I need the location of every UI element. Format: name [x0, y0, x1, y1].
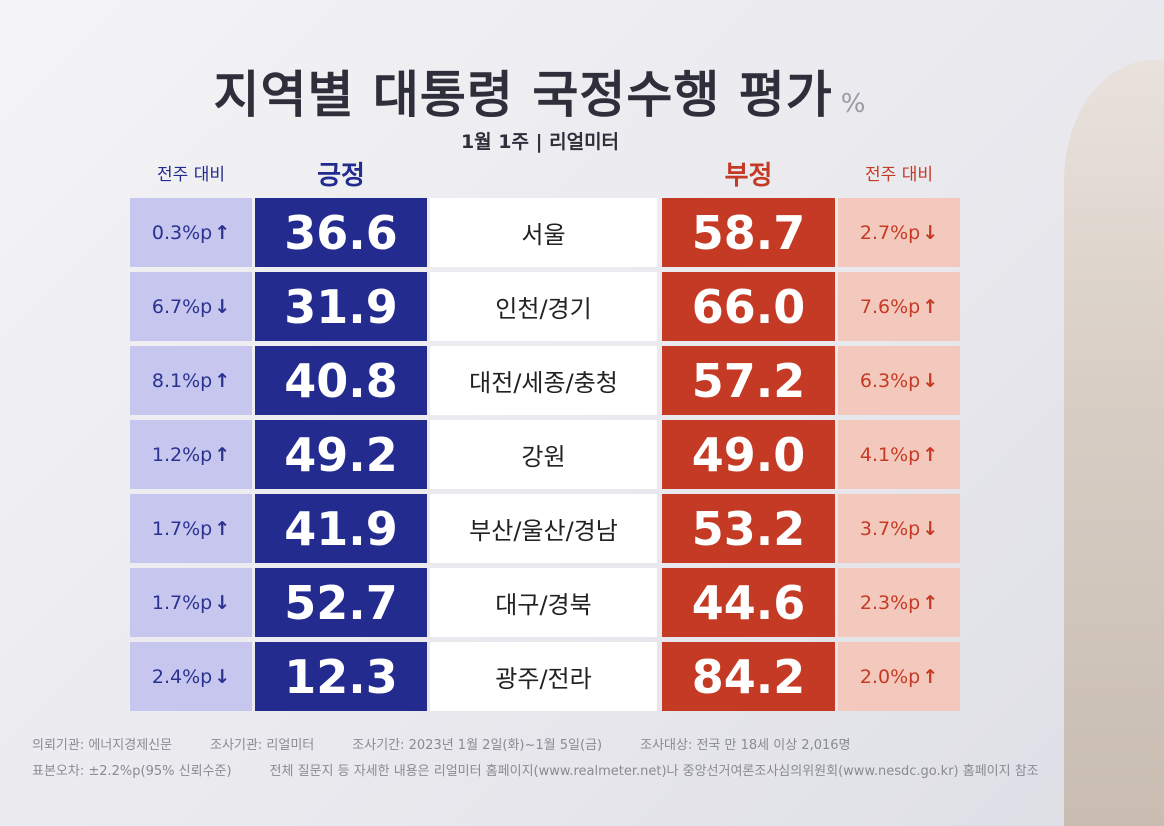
positive-value-cell: 12.3: [255, 642, 427, 711]
arrow-down-icon: ↓: [922, 221, 939, 244]
positive-change-cell: 1.2%p ↑: [130, 420, 252, 489]
region-cell: 대전/세종/충청: [430, 346, 657, 415]
positive-change-cell: 6.7%p ↓: [130, 272, 252, 341]
negative-change-cell: 6.3%p ↓: [838, 346, 960, 415]
arrow-up-icon: ↑: [922, 591, 939, 614]
title-text: 지역별 대통령 국정수행 평가: [213, 66, 833, 124]
header-neg-change: 전주 대비: [865, 165, 933, 185]
region-cell: 광주/전라: [430, 642, 657, 711]
negative-value-cell: 44.6: [662, 568, 835, 637]
arrow-up-icon: ↑: [922, 665, 939, 688]
header-positive: 긍정: [317, 161, 365, 191]
footer-line-1: 의뢰기관: 에너지경제신문 조사기관: 리얼미터 조사기간: 2023년 1월 2일…: [32, 734, 888, 753]
positive-change-cell-value: 2.4%p: [151, 665, 213, 688]
arrow-up-icon: ↑: [214, 369, 231, 392]
negative-change-cell: 2.0%p ↑: [838, 642, 960, 711]
positive-change-cell-value: 8.1%p: [151, 369, 213, 392]
negative-change-cell-value: 2.7%p: [859, 221, 921, 244]
positive-value-cell: 52.7: [255, 568, 427, 637]
negative-change-cell: 2.3%p ↑: [838, 568, 960, 637]
region-cell: 강원: [430, 420, 657, 489]
footer-target: 조사대상: 전국 만 18세 이상 2,016명: [640, 738, 851, 753]
positive-change-cell-value: 6.7%p: [151, 295, 213, 318]
negative-value-cell: 58.7: [662, 198, 835, 267]
arrow-up-icon: ↑: [922, 443, 939, 466]
positive-value-cell: 31.9: [255, 272, 427, 341]
person-photo: [1064, 60, 1164, 826]
region-cell: 부산/울산/경남: [430, 494, 657, 563]
region-cell: 대구/경북: [430, 568, 657, 637]
positive-change-cell-value: 1.7%p: [151, 591, 213, 614]
positive-change-cell: 8.1%p ↑: [130, 346, 252, 415]
title-unit: %: [840, 89, 867, 119]
page-title: 지역별 대통령 국정수행 평가%: [0, 55, 1080, 127]
subtitle: 1월 1주 | 리얼미터: [460, 131, 620, 153]
footer-agency: 조사기관: 리얼미터: [210, 738, 315, 753]
positive-change-cell-value: 1.7%p: [151, 517, 213, 540]
header-pos-change: 전주 대비: [157, 165, 225, 185]
negative-change-cell-value: 2.0%p: [859, 665, 921, 688]
negative-change-cell-value: 7.6%p: [859, 295, 921, 318]
positive-change-cell: 0.3%p ↑: [130, 198, 252, 267]
negative-change-cell-value: 4.1%p: [859, 443, 921, 466]
negative-change-cell-value: 2.3%p: [859, 591, 921, 614]
arrow-up-icon: ↑: [214, 443, 231, 466]
positive-change-cell-value: 0.3%p: [151, 221, 213, 244]
arrow-down-icon: ↓: [214, 591, 231, 614]
footer-line-2: 표본오차: ±2.2%p(95% 신뢰수준) 전체 질문지 등 자세한 내용은 리…: [32, 760, 1039, 779]
positive-value-cell: 36.6: [255, 198, 427, 267]
negative-value-cell: 49.0: [662, 420, 835, 489]
negative-change-cell: 7.6%p ↑: [838, 272, 960, 341]
positive-value-cell: 41.9: [255, 494, 427, 563]
arrow-down-icon: ↓: [922, 369, 939, 392]
footer-note: 전체 질문지 등 자세한 내용은 리얼미터 홈페이지(www.realmeter…: [269, 764, 1039, 779]
header-negative: 부정: [724, 161, 773, 191]
arrow-down-icon: ↓: [922, 517, 939, 540]
negative-value-cell: 66.0: [662, 272, 835, 341]
footer-period: 조사기간: 2023년 1월 2일(화)~1월 5일(금): [352, 738, 603, 753]
positive-value-cell: 49.2: [255, 420, 427, 489]
negative-value-cell: 53.2: [662, 494, 835, 563]
positive-change-cell: 1.7%p ↓: [130, 568, 252, 637]
negative-change-cell: 2.7%p ↓: [838, 198, 960, 267]
positive-change-cell: 2.4%p ↓: [130, 642, 252, 711]
arrow-down-icon: ↓: [214, 295, 231, 318]
arrow-up-icon: ↑: [922, 295, 939, 318]
negative-value-cell: 84.2: [662, 642, 835, 711]
positive-change-cell-value: 1.2%p: [151, 443, 213, 466]
positive-change-cell: 1.7%p ↑: [130, 494, 252, 563]
negative-change-cell: 4.1%p ↑: [838, 420, 960, 489]
negative-change-cell-value: 3.7%p: [859, 517, 921, 540]
region-cell: 인천/경기: [430, 272, 657, 341]
arrow-up-icon: ↑: [214, 221, 231, 244]
negative-change-cell-value: 6.3%p: [859, 369, 921, 392]
negative-change-cell: 3.7%p ↓: [838, 494, 960, 563]
arrow-down-icon: ↓: [214, 665, 231, 688]
arrow-up-icon: ↑: [214, 517, 231, 540]
footer-margin: 표본오차: ±2.2%p(95% 신뢰수준): [32, 764, 232, 779]
region-cell: 서울: [430, 198, 657, 267]
positive-value-cell: 40.8: [255, 346, 427, 415]
footer-client: 의뢰기관: 에너지경제신문: [32, 738, 173, 753]
negative-value-cell: 57.2: [662, 346, 835, 415]
